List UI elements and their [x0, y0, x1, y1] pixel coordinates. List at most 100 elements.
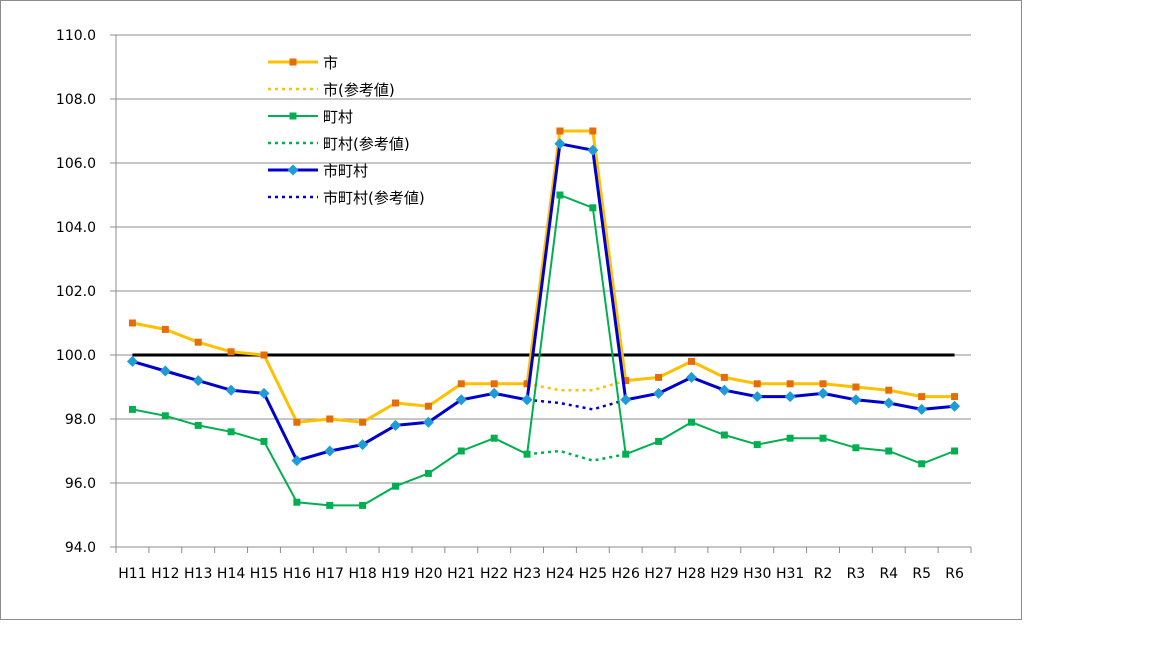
data-point — [490, 434, 498, 442]
x-tick-label: H13 — [184, 566, 212, 582]
data-point — [326, 501, 334, 509]
data-point — [227, 348, 235, 356]
data-point — [424, 402, 432, 410]
data-point — [885, 386, 893, 394]
y-tick-label: 104.0 — [56, 220, 96, 236]
data-point — [424, 469, 432, 477]
data-point — [885, 447, 893, 455]
legend-marker — [289, 58, 297, 66]
x-tick-label: R5 — [912, 566, 931, 582]
x-tick-label: R4 — [879, 566, 898, 582]
series-line-5 — [526, 398, 627, 411]
legend-label: 市(参考値) — [323, 81, 395, 99]
data-point — [392, 482, 400, 490]
data-point — [455, 394, 467, 406]
data-point — [194, 338, 202, 346]
series-line-3 — [526, 449, 626, 462]
legend-marker — [287, 164, 299, 176]
x-tick-label: H25 — [579, 566, 607, 582]
data-point — [192, 375, 204, 387]
y-tick-label: 110.0 — [56, 28, 96, 44]
data-point — [161, 325, 169, 333]
data-point — [128, 405, 136, 413]
x-tick-label: R3 — [847, 566, 866, 582]
x-tick-label: H29 — [710, 566, 738, 582]
legend-label: 市町村(参考値) — [323, 189, 425, 207]
data-point — [554, 138, 566, 150]
data-point — [687, 357, 695, 365]
data-point — [918, 460, 926, 468]
data-point — [951, 393, 959, 401]
data-point — [687, 418, 695, 426]
x-tick-label: R6 — [945, 566, 964, 582]
data-point — [622, 450, 630, 458]
data-point — [589, 127, 597, 135]
data-point — [293, 498, 301, 506]
data-point — [918, 393, 926, 401]
x-tick-label: H18 — [348, 566, 376, 582]
x-tick-label: R2 — [814, 566, 833, 582]
data-point — [587, 144, 599, 156]
data-point — [589, 204, 597, 212]
series-line-2 — [132, 194, 955, 507]
legend-label: 町村 — [323, 108, 353, 126]
x-tick-label: H30 — [743, 566, 771, 582]
y-tick-label: 108.0 — [56, 92, 96, 108]
data-point — [850, 394, 862, 406]
data-point — [357, 439, 369, 451]
data-point — [751, 391, 763, 403]
x-tick-label: H23 — [513, 566, 541, 582]
series-line-1 — [526, 379, 627, 392]
data-point — [225, 384, 237, 396]
x-tick-label: H12 — [151, 566, 179, 582]
data-point — [227, 428, 235, 436]
data-point — [916, 403, 928, 415]
data-point — [753, 380, 761, 388]
x-tick-label: H17 — [316, 566, 344, 582]
y-tick-label: 100.0 — [56, 348, 96, 364]
chart-frame — [0, 0, 1022, 620]
data-point — [128, 319, 136, 327]
data-point — [786, 434, 794, 442]
data-point — [753, 441, 761, 449]
data-point — [359, 501, 367, 509]
data-point — [883, 397, 895, 409]
legend-label: 市町村 — [323, 162, 368, 180]
series-line-4 — [131, 142, 955, 463]
y-tick-label: 106.0 — [56, 156, 96, 172]
data-point — [685, 371, 697, 383]
series-line-0 — [132, 129, 955, 424]
data-point — [852, 383, 860, 391]
data-point — [490, 380, 498, 388]
legend-label: 市 — [323, 54, 338, 72]
data-point — [817, 387, 829, 399]
x-tick-label: H26 — [612, 566, 640, 582]
data-point — [422, 416, 434, 428]
data-point — [718, 384, 730, 396]
x-tick-label: H15 — [250, 566, 278, 582]
x-tick-label: H21 — [447, 566, 475, 582]
y-tick-label: 98.0 — [65, 412, 96, 428]
y-tick-label: 96.0 — [65, 476, 96, 492]
y-tick-label: 94.0 — [65, 540, 96, 556]
data-point — [324, 445, 336, 457]
x-tick-label: H14 — [217, 566, 245, 582]
data-point — [786, 380, 794, 388]
data-point — [390, 419, 402, 431]
data-point — [161, 412, 169, 420]
x-tick-label: H28 — [677, 566, 705, 582]
data-point — [326, 415, 334, 423]
data-point — [819, 380, 827, 388]
data-point — [293, 418, 301, 426]
data-point — [556, 127, 564, 135]
x-tick-label: H22 — [480, 566, 508, 582]
x-tick-label: H20 — [414, 566, 442, 582]
x-tick-label: H24 — [546, 566, 574, 582]
data-point — [488, 387, 500, 399]
data-point — [392, 399, 400, 407]
legend-marker — [289, 112, 297, 120]
data-point — [457, 380, 465, 388]
data-point — [523, 450, 531, 458]
data-point — [852, 444, 860, 452]
